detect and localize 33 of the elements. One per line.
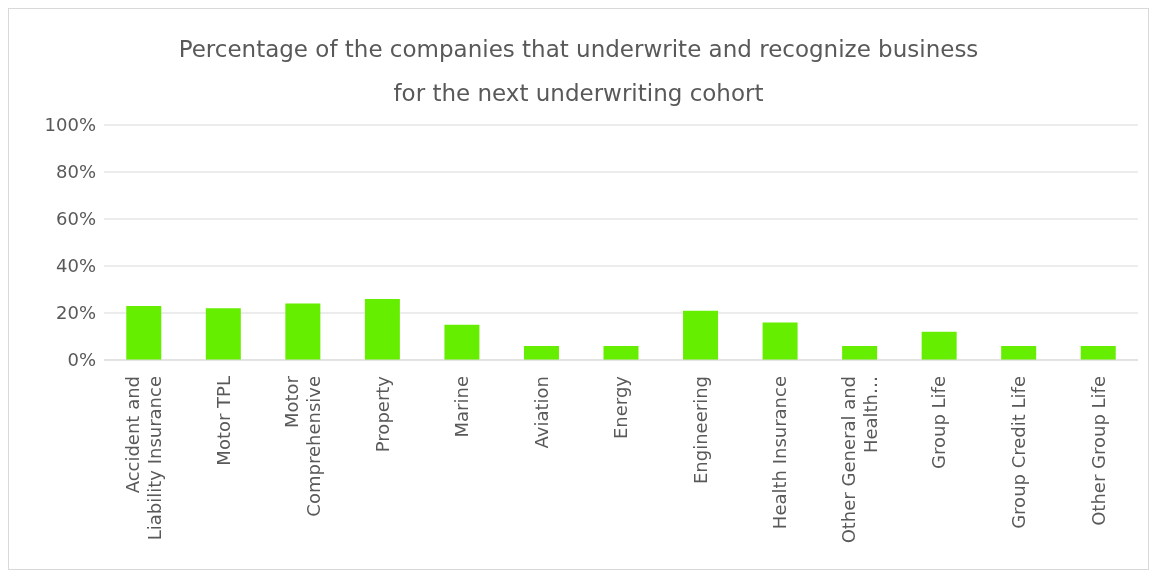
y-tick-label: 100%	[44, 114, 96, 136]
x-tick-label: Other Group Life	[1087, 376, 1109, 526]
x-tick-label: Health Insurance	[769, 376, 791, 530]
bar	[921, 331, 957, 360]
bar	[842, 345, 878, 360]
chart-title: Percentage of the companies that underwrite and recognize business for the next underwriting cohort	[177, 35, 980, 108]
y-tick-label: 60%	[55, 208, 96, 230]
bar	[205, 308, 241, 360]
bar	[1001, 345, 1037, 360]
bar	[1080, 345, 1116, 360]
y-tick-label: 20%	[55, 302, 96, 324]
bar	[364, 298, 400, 360]
x-tick-label: Marine	[451, 376, 473, 438]
x-tick-label: Energy	[610, 375, 632, 440]
y-tick-label: 80%	[55, 161, 96, 183]
x-tick-label: Engineering	[689, 376, 711, 484]
x-tick-label: Motor Comprehensive	[281, 375, 325, 517]
bar	[603, 345, 639, 360]
bar	[523, 345, 559, 360]
x-tick-label: Group Credit Life	[1007, 376, 1029, 529]
bar	[762, 322, 798, 360]
x-tick-label: Motor TPL	[212, 376, 234, 466]
x-tick-label: Group Life	[928, 376, 950, 469]
x-tick-label: Accident and Liability Insurance	[122, 376, 166, 541]
x-tick-label: Other General and Health…	[837, 376, 881, 544]
bar	[126, 305, 162, 360]
bar	[683, 310, 719, 360]
bar	[444, 324, 480, 360]
y-tick-label: 40%	[55, 255, 96, 277]
bar	[285, 303, 321, 360]
x-tick-label: Aviation	[530, 376, 552, 449]
y-tick-label: 0%	[67, 349, 96, 371]
x-tick-label: Property	[371, 375, 393, 453]
